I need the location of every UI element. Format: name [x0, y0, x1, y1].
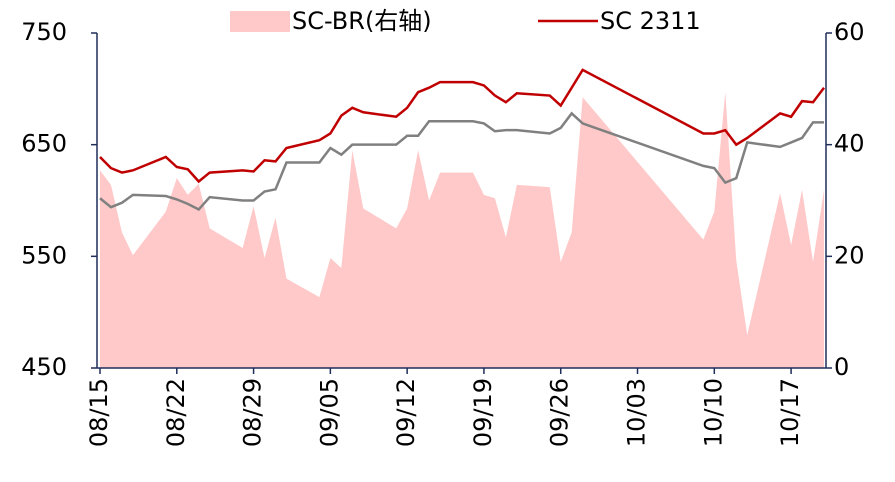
y2-tick-label: 40 — [834, 130, 865, 158]
y-tick-label: 750 — [21, 18, 67, 46]
x-tick-label: 09/12 — [392, 378, 420, 447]
x-tick-label: 10/03 — [623, 378, 651, 447]
y-tick-label: 450 — [21, 353, 67, 381]
area — [100, 92, 824, 368]
y2-tick-label: 0 — [834, 353, 849, 381]
y2-tick-label: 60 — [834, 18, 865, 46]
x-tick-label: 08/29 — [239, 378, 267, 447]
x-tick-label: 08/22 — [162, 378, 190, 447]
line — [99, 111, 824, 211]
x-tick-label: 10/17 — [776, 378, 804, 447]
legend-label: SC-BR(右轴) — [292, 7, 432, 35]
line — [99, 68, 825, 184]
y2-tick-label: 20 — [834, 241, 865, 269]
x-tick-label: 08/15 — [85, 378, 113, 447]
x-tick-label: 09/26 — [546, 378, 574, 447]
legend-swatch — [230, 11, 290, 32]
y-tick-label: 650 — [21, 130, 67, 158]
y-tick-label: 550 — [21, 241, 67, 269]
legend-label: SC 2311 — [600, 7, 701, 35]
x-tick-label: 10/10 — [699, 378, 727, 447]
x-tick-label: 09/19 — [469, 378, 497, 447]
x-tick-label: 09/05 — [315, 378, 343, 447]
